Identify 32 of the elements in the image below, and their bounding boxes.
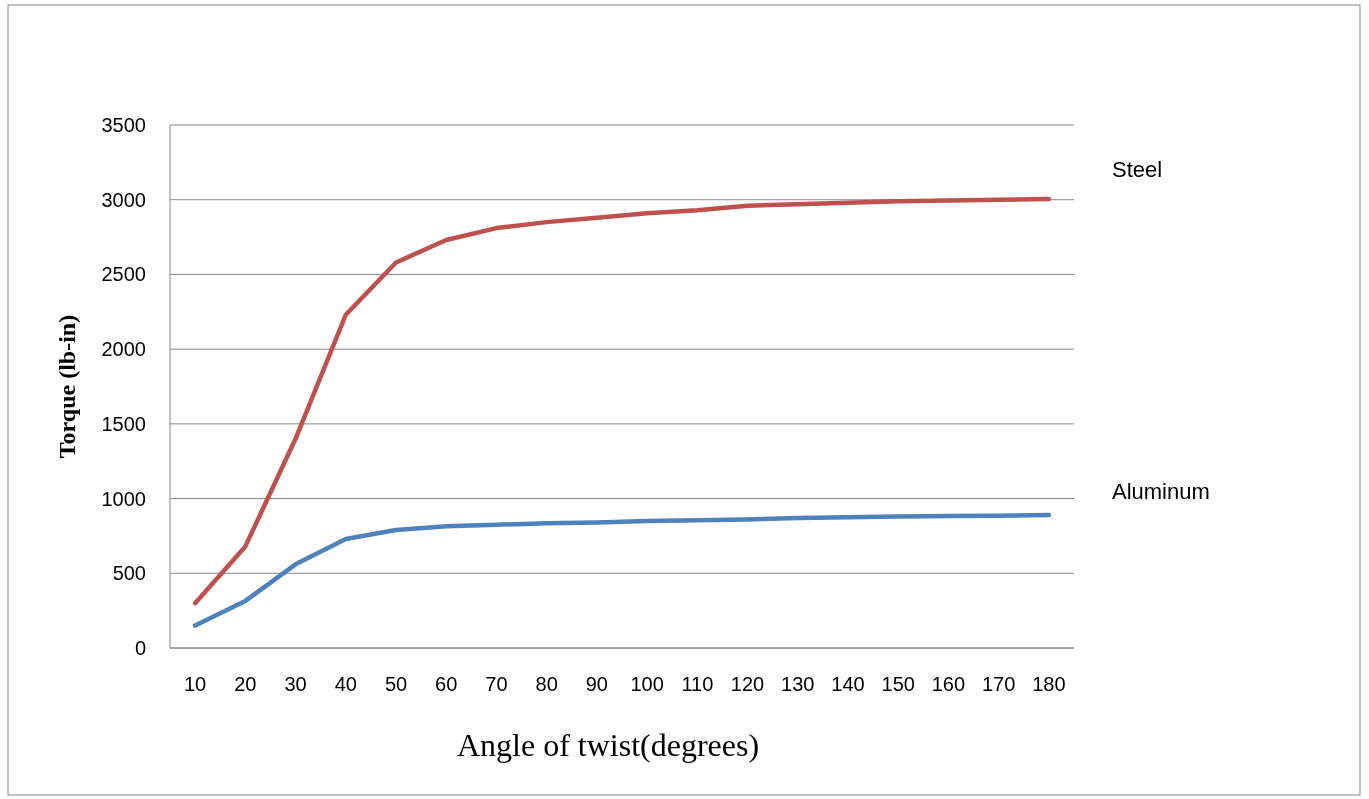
x-tick-label: 140 (831, 673, 865, 695)
x-tick-label: 10 (183, 673, 207, 695)
x-tick-label: 100 (630, 673, 664, 695)
x-tick-label: 60 (435, 673, 458, 695)
line-series (192, 196, 1052, 606)
x-tick-label: 50 (384, 673, 408, 695)
y-tick-label: 0 (134, 637, 146, 659)
x-tick-label: 150 (881, 673, 915, 695)
text: Steel (1112, 156, 1163, 182)
line-series (192, 512, 1052, 628)
y-tick-label: 1500 (101, 412, 146, 435)
y-tick-label: 3500 (101, 114, 146, 136)
x-tick-label: 120 (730, 673, 765, 695)
text: Aluminum (1112, 478, 1210, 504)
x-tick-label: 110 (681, 673, 714, 695)
x-axis-title: Angle of twist(degrees) (456, 727, 760, 763)
x-tick-label: 130 (781, 673, 815, 695)
x-tick-label: 160 (931, 673, 966, 695)
y-tick-label: 2500 (101, 263, 146, 286)
y-axis-title: Torque (lb-in) (54, 314, 80, 459)
y-tick-label: 500 (112, 562, 146, 585)
x-tick-label: 70 (485, 673, 508, 695)
x-tick-label: 20 (234, 673, 257, 695)
x-tick-label: 40 (334, 673, 357, 695)
y-tick-label: 1000 (101, 487, 146, 510)
x-tick-label: 90 (585, 673, 609, 695)
x-tick-label: 80 (535, 673, 558, 695)
x-tick-label: 180 (1032, 673, 1066, 695)
x-tick-label: 170 (981, 673, 1016, 695)
y-tick-label: 2000 (101, 338, 146, 361)
y-tick-label: 3000 (101, 188, 146, 211)
x-tick-label: 30 (284, 673, 307, 695)
